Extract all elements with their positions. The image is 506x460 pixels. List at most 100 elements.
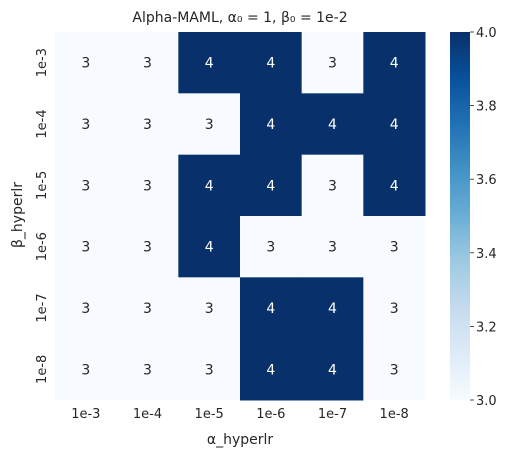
heatmap-cell	[240, 277, 303, 340]
cell-value-label: 3	[390, 301, 399, 317]
heatmap-cell	[240, 32, 303, 94]
heatmap-cell	[301, 154, 364, 217]
x-tick-label: 1e-4	[133, 407, 162, 422]
heatmap-cell	[116, 216, 179, 278]
cell-value-label: 3	[205, 117, 214, 133]
cell-value-label: 3	[143, 117, 152, 133]
colorbar-tick-label: 4.0	[476, 26, 497, 41]
cell-value-label: 3	[328, 240, 337, 256]
cell-value-label: 3	[328, 178, 337, 194]
heatmap-cell-labels: 3 3 4 4 3 4 3 3 3 4 4 4 3 3 4 4 3 4 3 3 4 3 3 3 3 3 3 4 4 3 3 3 3 4 4 3	[81, 56, 398, 379]
cell-value-label: 4	[205, 178, 214, 194]
cell-value-label: 3	[328, 56, 337, 72]
x-axis-ticks: 1e-3 1e-4 1e-5 1e-6 1e-7 1e-8	[71, 407, 409, 422]
cell-value-label: 4	[266, 117, 275, 133]
cell-value-label: 3	[266, 240, 275, 256]
heatmap-cell	[55, 154, 118, 217]
cell-value-label: 4	[328, 117, 337, 133]
colorbar	[450, 32, 470, 400]
heatmap-cell	[55, 93, 118, 156]
heatmap-cell	[240, 216, 303, 278]
y-tick-label: 1e-7	[35, 293, 50, 322]
heatmap-cell	[178, 338, 241, 401]
y-tick-label: 1e-5	[35, 171, 50, 200]
cell-value-label: 4	[266, 56, 275, 72]
heatmap-cell	[178, 32, 241, 94]
heatmap-cell	[363, 338, 426, 401]
y-tick-label: 1e-3	[35, 48, 50, 77]
heatmap-cell	[301, 216, 364, 278]
heatmap-cell	[363, 154, 426, 217]
heatmap-cell	[240, 93, 303, 156]
cell-value-label: 4	[390, 56, 399, 72]
heatmap-cell	[178, 93, 241, 156]
cell-value-label: 3	[81, 117, 90, 133]
heatmap-cell	[116, 277, 179, 340]
colorbar-tick-label: 3.8	[476, 100, 497, 115]
x-tick-label: 1e-7	[318, 407, 347, 422]
colorbar-tick-label: 3.4	[476, 247, 497, 262]
heatmap-cell	[363, 93, 426, 156]
x-tick-label: 1e-3	[71, 407, 100, 422]
heatmap-cell	[240, 338, 303, 401]
y-tick-label: 1e-4	[35, 109, 50, 138]
heatmap-cell	[116, 154, 179, 217]
cell-value-label: 3	[81, 178, 90, 194]
heatmap-cell	[363, 32, 426, 94]
chart-title: Alpha-MAML, α₀ = 1, β₀ = 1e-2	[132, 10, 347, 26]
cell-value-label: 4	[390, 117, 399, 133]
cell-value-label: 4	[328, 301, 337, 317]
heatmap-cell	[301, 338, 364, 401]
heatmap-cell	[301, 32, 364, 94]
cell-value-label: 3	[205, 301, 214, 317]
cell-value-label: 3	[390, 362, 399, 378]
cell-value-label: 3	[143, 56, 152, 72]
cell-value-label: 3	[81, 56, 90, 72]
cell-value-label: 3	[205, 362, 214, 378]
heatmap-cell	[240, 154, 303, 217]
x-tick-label: 1e-8	[380, 407, 409, 422]
y-tick-label: 1e-8	[35, 355, 50, 384]
colorbar-tick-label: 3.2	[476, 320, 497, 335]
cell-value-label: 3	[81, 301, 90, 317]
x-axis-label: α_hyperlr	[207, 432, 274, 448]
heatmap-cell	[116, 32, 179, 94]
heatmap-cell	[55, 32, 118, 94]
cell-value-label: 3	[81, 362, 90, 378]
cell-value-label: 3	[143, 362, 152, 378]
x-tick-label: 1e-5	[195, 407, 224, 422]
heatmap-cell	[55, 338, 118, 401]
cell-value-label: 3	[143, 240, 152, 256]
heatmap-cell	[55, 277, 118, 340]
cell-value-label: 3	[390, 240, 399, 256]
heatmap-cell	[301, 277, 364, 340]
cell-value-label: 3	[143, 178, 152, 194]
cell-value-label: 4	[266, 362, 275, 378]
heatmap-cell	[363, 277, 426, 340]
cell-value-label: 3	[143, 301, 152, 317]
cell-value-label: 4	[328, 362, 337, 378]
colorbar-tick-label: 3.0	[476, 394, 497, 409]
heatmap-cell	[178, 154, 241, 217]
y-axis-ticks: 1e-3 1e-4 1e-5 1e-6 1e-7 1e-8	[35, 48, 50, 384]
cell-value-label: 3	[81, 240, 90, 256]
cell-value-label: 4	[390, 178, 399, 194]
colorbar-ticks: 3.0 3.2 3.4 3.6 3.8 4.0	[470, 26, 497, 409]
y-tick-label: 1e-6	[35, 232, 50, 261]
heatmap-cell	[363, 216, 426, 278]
heatmap-cell	[55, 216, 118, 278]
heatmap-cell	[116, 93, 179, 156]
cell-value-label: 4	[266, 178, 275, 194]
x-tick-label: 1e-6	[256, 407, 285, 422]
cell-value-label: 4	[205, 56, 214, 72]
cell-value-label: 4	[205, 240, 214, 256]
heatmap-cell	[178, 216, 241, 278]
cell-value-label: 4	[266, 301, 275, 317]
y-axis-label: β_hyperlr	[10, 182, 26, 248]
heatmap-cell	[301, 93, 364, 156]
heatmap-cells	[55, 32, 426, 401]
heatmap-cell	[178, 277, 241, 340]
colorbar-tick-label: 3.6	[476, 173, 497, 188]
